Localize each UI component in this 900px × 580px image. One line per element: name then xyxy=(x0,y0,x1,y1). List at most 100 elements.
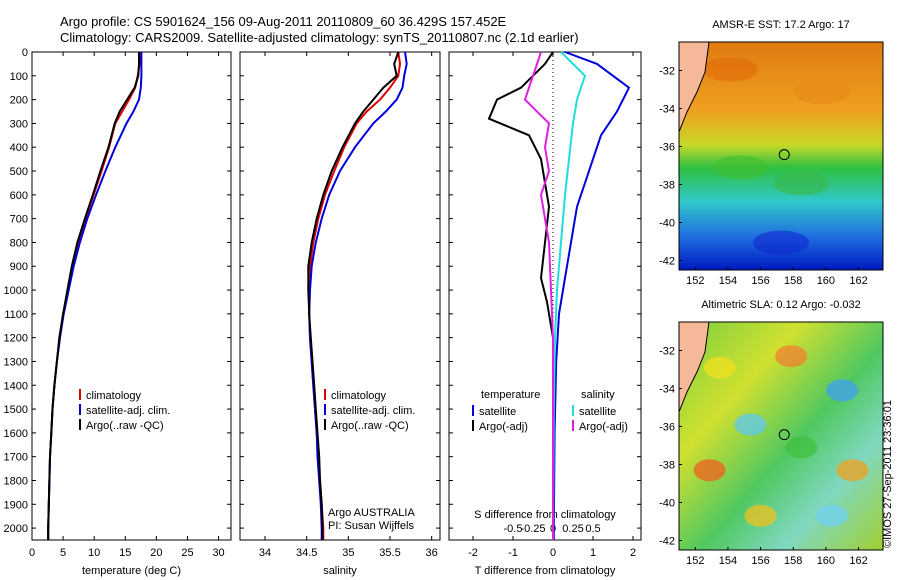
map-frame xyxy=(678,321,884,551)
map-x-tick-label: 158 xyxy=(784,555,802,567)
y-tick-label: 1200 xyxy=(4,333,28,345)
x-tick-label: 2 xyxy=(630,547,636,559)
y-tick-label: 700 xyxy=(10,214,28,226)
sst_map: AMSR-E SST: 17.2 Argo: 17 152 154 156 158 160… xyxy=(659,19,884,287)
sla-anomaly-blob xyxy=(836,459,869,482)
profile-panel-salinity: 34 34.5 35 35.5 36 salinity climatology satelli… xyxy=(239,51,441,577)
map-frame xyxy=(678,41,884,271)
x-tick-label: 35.5 xyxy=(379,547,400,559)
y-tick-label: 500 xyxy=(10,166,28,178)
y-tick-label: 1800 xyxy=(4,475,28,487)
sst-field-patch xyxy=(773,171,830,196)
map-x-tick-label: 160 xyxy=(817,555,835,567)
imos-watermark: ©IMOS 27-Sep-2011 23:36:01 xyxy=(882,400,894,548)
figure-title-line2: Climatology: CARS2009. Satellite-adjuste… xyxy=(60,30,579,45)
salinity-argo-adj--line xyxy=(523,51,554,540)
map-y-tick-label: -40 xyxy=(659,498,675,510)
temperature-argo-adj--line xyxy=(487,51,554,540)
map-y-tick-label: -34 xyxy=(659,104,675,116)
sla-anomaly-blob xyxy=(734,413,767,436)
sst-field-patch xyxy=(753,230,809,255)
x-tick-label: 36 xyxy=(426,547,438,559)
plot-frame xyxy=(448,51,642,541)
map-x-tick-label: 154 xyxy=(719,555,737,567)
map-y-tick-label: -34 xyxy=(659,384,675,396)
top-tick-label: -0.25 xyxy=(520,523,545,535)
y-tick-label: 1000 xyxy=(4,285,28,297)
map-x-tick-label: 152 xyxy=(686,275,704,287)
map-x-tick-label: 158 xyxy=(784,275,802,287)
y-tick-label: 2000 xyxy=(4,523,28,535)
top-tick-label: 0.25 xyxy=(562,523,583,535)
x-tick-label: 0 xyxy=(29,547,35,559)
map-x-tick-label: 162 xyxy=(849,555,867,567)
x-tick-label: 15 xyxy=(119,547,131,559)
x-tick-label: 35 xyxy=(342,547,354,559)
x-tick-label: 34.5 xyxy=(296,547,317,559)
map-x-tick-label: 160 xyxy=(817,275,835,287)
sla-anomaly-blob xyxy=(693,459,726,482)
legend-label: satellite-adj. clim. xyxy=(86,405,170,417)
profile-panel-temperature: 0100200300400500600700800900100011001200… xyxy=(4,47,232,577)
legend-label: Argo(..raw -QC) xyxy=(86,420,164,432)
y-tick-label: 1300 xyxy=(4,356,28,368)
map-y-tick-label: -36 xyxy=(659,422,675,434)
sst-field-patch xyxy=(712,155,769,180)
figure-title-line1: Argo profile: CS 5901624_156 09-Aug-2011… xyxy=(60,14,507,29)
sla-anomaly-blob xyxy=(703,356,736,379)
argo-raw-qc--line xyxy=(47,52,140,540)
plot-frame xyxy=(239,51,441,541)
legend-label: Argo(-adj) xyxy=(579,421,628,433)
y-tick-label: 800 xyxy=(10,237,28,249)
legend-label: Argo(..raw -QC) xyxy=(331,420,409,432)
map-title: AMSR-E SST: 17.2 Argo: 17 xyxy=(712,19,850,31)
x-tick-label: 5 xyxy=(60,547,66,559)
x-tick-label: -1 xyxy=(508,547,518,559)
x-tick-label: 20 xyxy=(150,547,162,559)
top-tick-label: -0.5 xyxy=(504,523,523,535)
sla-anomaly-blob xyxy=(816,504,848,527)
sla-anomaly-blob xyxy=(785,436,818,459)
y-tick-label: 1700 xyxy=(4,452,28,464)
x-tick-label: 0 xyxy=(550,547,556,559)
x-axis-label: T difference from climatology xyxy=(475,565,616,577)
satellite-adj-clim--line xyxy=(47,52,143,540)
map-y-tick-label: -40 xyxy=(659,218,675,230)
temperature-satellite-line xyxy=(552,51,631,540)
data-center-annotation: Argo AUSTRALIA xyxy=(328,507,415,519)
argo-float-marker xyxy=(778,429,790,441)
map-y-tick-label: -32 xyxy=(659,66,675,78)
map-y-tick-label: -42 xyxy=(659,536,675,548)
legend-label: satellite xyxy=(479,406,516,418)
profile-panel-differences: -2 -1 0 1 2 T difference from climatology -0.5… xyxy=(448,51,642,577)
map-y-tick-label: -36 xyxy=(659,142,675,154)
x-tick-label: -2 xyxy=(468,547,478,559)
y-tick-label: 600 xyxy=(10,190,28,202)
sla-anomaly-blob xyxy=(775,345,808,368)
x-tick-label: 1 xyxy=(590,547,596,559)
legend-label: climatology xyxy=(86,390,142,402)
map-x-tick-label: 162 xyxy=(849,275,867,287)
legend-heading: temperature xyxy=(481,389,540,401)
sla-anomaly-blob xyxy=(744,504,777,527)
map-x-tick-label: 152 xyxy=(686,555,704,567)
x-tick-label: 10 xyxy=(88,547,100,559)
map-y-tick-label: -38 xyxy=(659,460,675,472)
x-tick-label: 25 xyxy=(181,547,193,559)
legend-heading: salinity xyxy=(581,389,615,401)
y-tick-label: 1100 xyxy=(4,309,28,321)
map-y-tick-label: -42 xyxy=(659,256,675,268)
map-y-tick-label: -38 xyxy=(659,180,675,192)
legend-label: climatology xyxy=(331,390,387,402)
map-title: Altimetric SLA: 0.12 Argo: -0.032 xyxy=(701,299,861,311)
y-tick-label: 0 xyxy=(22,47,28,59)
y-tick-label: 1900 xyxy=(4,499,28,511)
y-tick-label: 1500 xyxy=(4,404,28,416)
sst-field-patch xyxy=(702,57,758,82)
y-tick-label: 1400 xyxy=(4,380,28,392)
argo-raw-qc--line xyxy=(307,51,400,540)
legend-label: satellite xyxy=(579,406,616,418)
map-x-tick-label: 156 xyxy=(751,555,769,567)
salinity-satellite-line xyxy=(552,51,587,541)
